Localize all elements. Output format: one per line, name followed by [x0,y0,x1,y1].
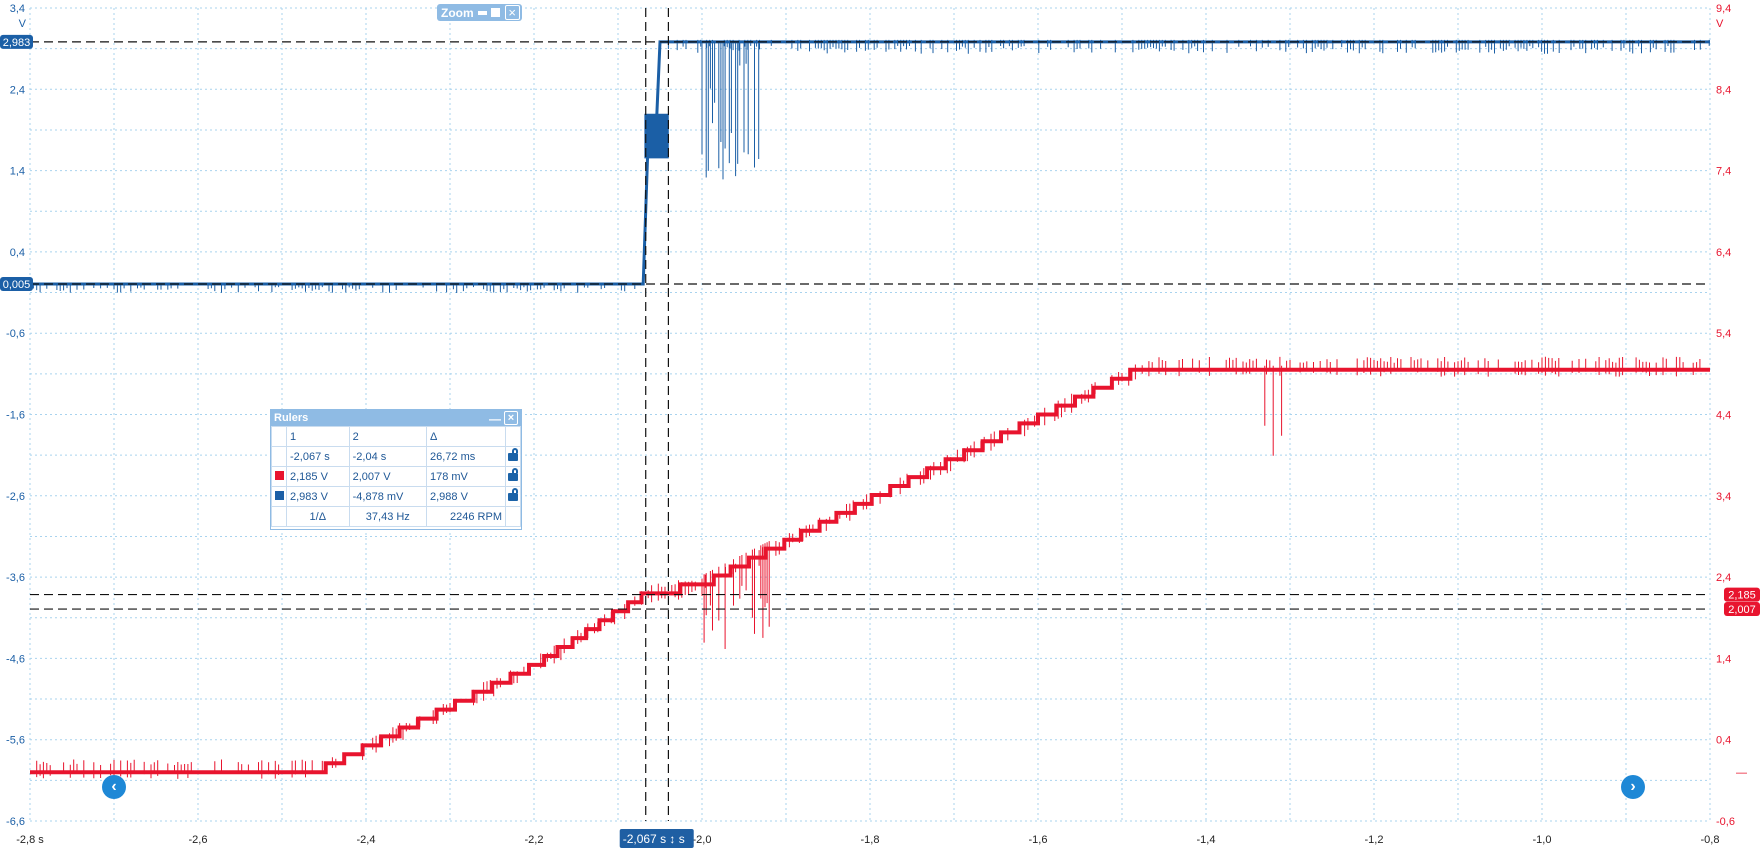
blue-delta: 2,988 V [425,486,507,507]
lock-icon[interactable] [508,467,518,481]
grid [29,7,1711,822]
left-axis-tick: -4,6 [6,653,25,665]
left-marker-high: 2,983 [3,37,31,49]
scroll-left-button[interactable]: ‹ [102,775,126,799]
cursor-time-label: -2,067 s ↕ s [623,832,685,846]
zoom-toolbar[interactable]: Zoom × [437,4,522,21]
x-axis-tick: -1,8 [861,834,880,846]
blue-noise [29,39,1710,293]
time-1: -2,067 s [286,446,350,467]
left-axis-tick: 2,4 [10,84,25,96]
blue-channel-swatch [274,490,284,500]
right-axis-tick: 5,4 [1716,328,1731,340]
left-axis-unit: V [19,18,27,30]
right-axis-tick: 6,4 [1716,247,1731,259]
x-axis-tick: -0,8 [1701,834,1720,846]
scroll-right-button[interactable]: › [1621,775,1645,799]
left-axis-tick: -0,6 [6,328,25,340]
time-delta: 26,72 ms [425,446,507,467]
time-2: -2,04 s [348,446,427,467]
blue-value-2: -4,878 mV [348,486,427,507]
minimize-icon[interactable]: — [489,412,501,426]
right-axis-tick: 1,4 [1716,653,1731,665]
right-marker-high-bg [1724,587,1760,602]
right-axis-tick: -0,6 [1716,816,1735,828]
right-axis-zero-marker: — [1736,767,1747,779]
rulers-title: Rulers [274,412,309,424]
red-value-1: 2,185 V [286,466,350,487]
left-marker-low-bg [0,277,33,292]
lock-icon[interactable] [508,447,518,461]
inverse-delta-label: 1/Δ [286,506,350,527]
table-row: 1/Δ 37,43 Hz 2246 RPM [271,506,521,527]
x-axis-tick: -1,0 [1533,834,1552,846]
left-axis-tick: 3,4 [10,3,25,15]
x-axis-tick: -1,2 [1365,834,1384,846]
rpm-value: 2246 RPM [425,506,507,527]
table-row: 2,983 V -4,878 mV 2,988 V [271,486,521,507]
frequency-value: 37,43 Hz [348,506,427,527]
x-axis-tick: -1,6 [1029,834,1048,846]
table-row: 2,185 V 2,007 V 178 mV [271,466,521,487]
red-delta: 178 mV [425,466,507,487]
right-axis-tick: 9,4 [1716,3,1731,15]
red-noise [36,356,1701,779]
right-axis-unit: V [1716,18,1724,30]
x-axis-tick: -2,0 [693,834,712,846]
col-header-delta: Δ [425,426,507,447]
col-header-1: 1 [286,426,350,447]
left-axis-tick: -2,6 [6,491,25,503]
left-axis-tick: 0,4 [10,247,25,259]
red-channel-swatch [274,470,284,480]
blue-value-1: 2,983 V [286,486,350,507]
rulers-table: 1 2 Δ -2,067 s -2,04 s 26,72 ms 2,185 V … [271,426,521,527]
left-marker-low: 0,005 [3,279,31,291]
chevron-right-icon: › [1630,778,1636,795]
left-marker-high-bg [0,34,33,49]
col-header-2: 2 [348,426,427,447]
x-axis-tick: -2,6 [189,834,208,846]
close-icon[interactable]: × [504,411,518,425]
right-axis-tick: 4,4 [1716,410,1731,422]
rulers-panel[interactable]: Rulers — × 1 2 Δ -2,067 s -2,04 s 26,72 … [270,409,522,530]
left-axis-tick: -1,6 [6,410,25,422]
close-icon[interactable]: × [504,5,520,20]
cursor-time-badge [619,829,694,848]
x-axis-tick: -1,4 [1197,834,1216,846]
right-marker-high: 2,185 [1728,590,1756,602]
right-axis-tick: 2,4 [1716,572,1731,584]
maximize-icon[interactable] [490,8,500,17]
red-value-2: 2,007 V [348,466,427,487]
left-axis-tick: -5,6 [6,735,25,747]
cursor-lines[interactable] [30,8,1710,821]
minimize-icon[interactable] [477,10,487,15]
x-axis-tick: -2,4 [357,834,376,846]
axes: 3,4 2,4 1,4 0,4 -0,6 -1,6 -2,6 -3,6 -4,6 -5,6 -6,6… [0,3,1760,848]
left-axis-tick: 1,4 [10,166,25,178]
right-axis-tick: 8,4 [1716,84,1731,96]
right-axis-tick: 7,4 [1716,166,1731,178]
left-axis-tick: -6,6 [6,816,25,828]
right-marker-low: 2,007 [1728,604,1756,616]
chevron-left-icon: ‹ [111,778,117,795]
zoom-label: Zoom [441,5,474,20]
lock-icon[interactable] [508,487,518,501]
table-row: -2,067 s -2,04 s 26,72 ms [271,446,521,467]
x-axis-tick: -2,2 [525,834,544,846]
right-axis-tick: 0,4 [1716,735,1731,747]
x-axis-tick: -2,8 s [16,834,44,846]
right-axis-tick: 3,4 [1716,491,1731,503]
right-marker-low-bg [1724,602,1760,617]
left-axis-tick: -3,6 [6,572,25,584]
